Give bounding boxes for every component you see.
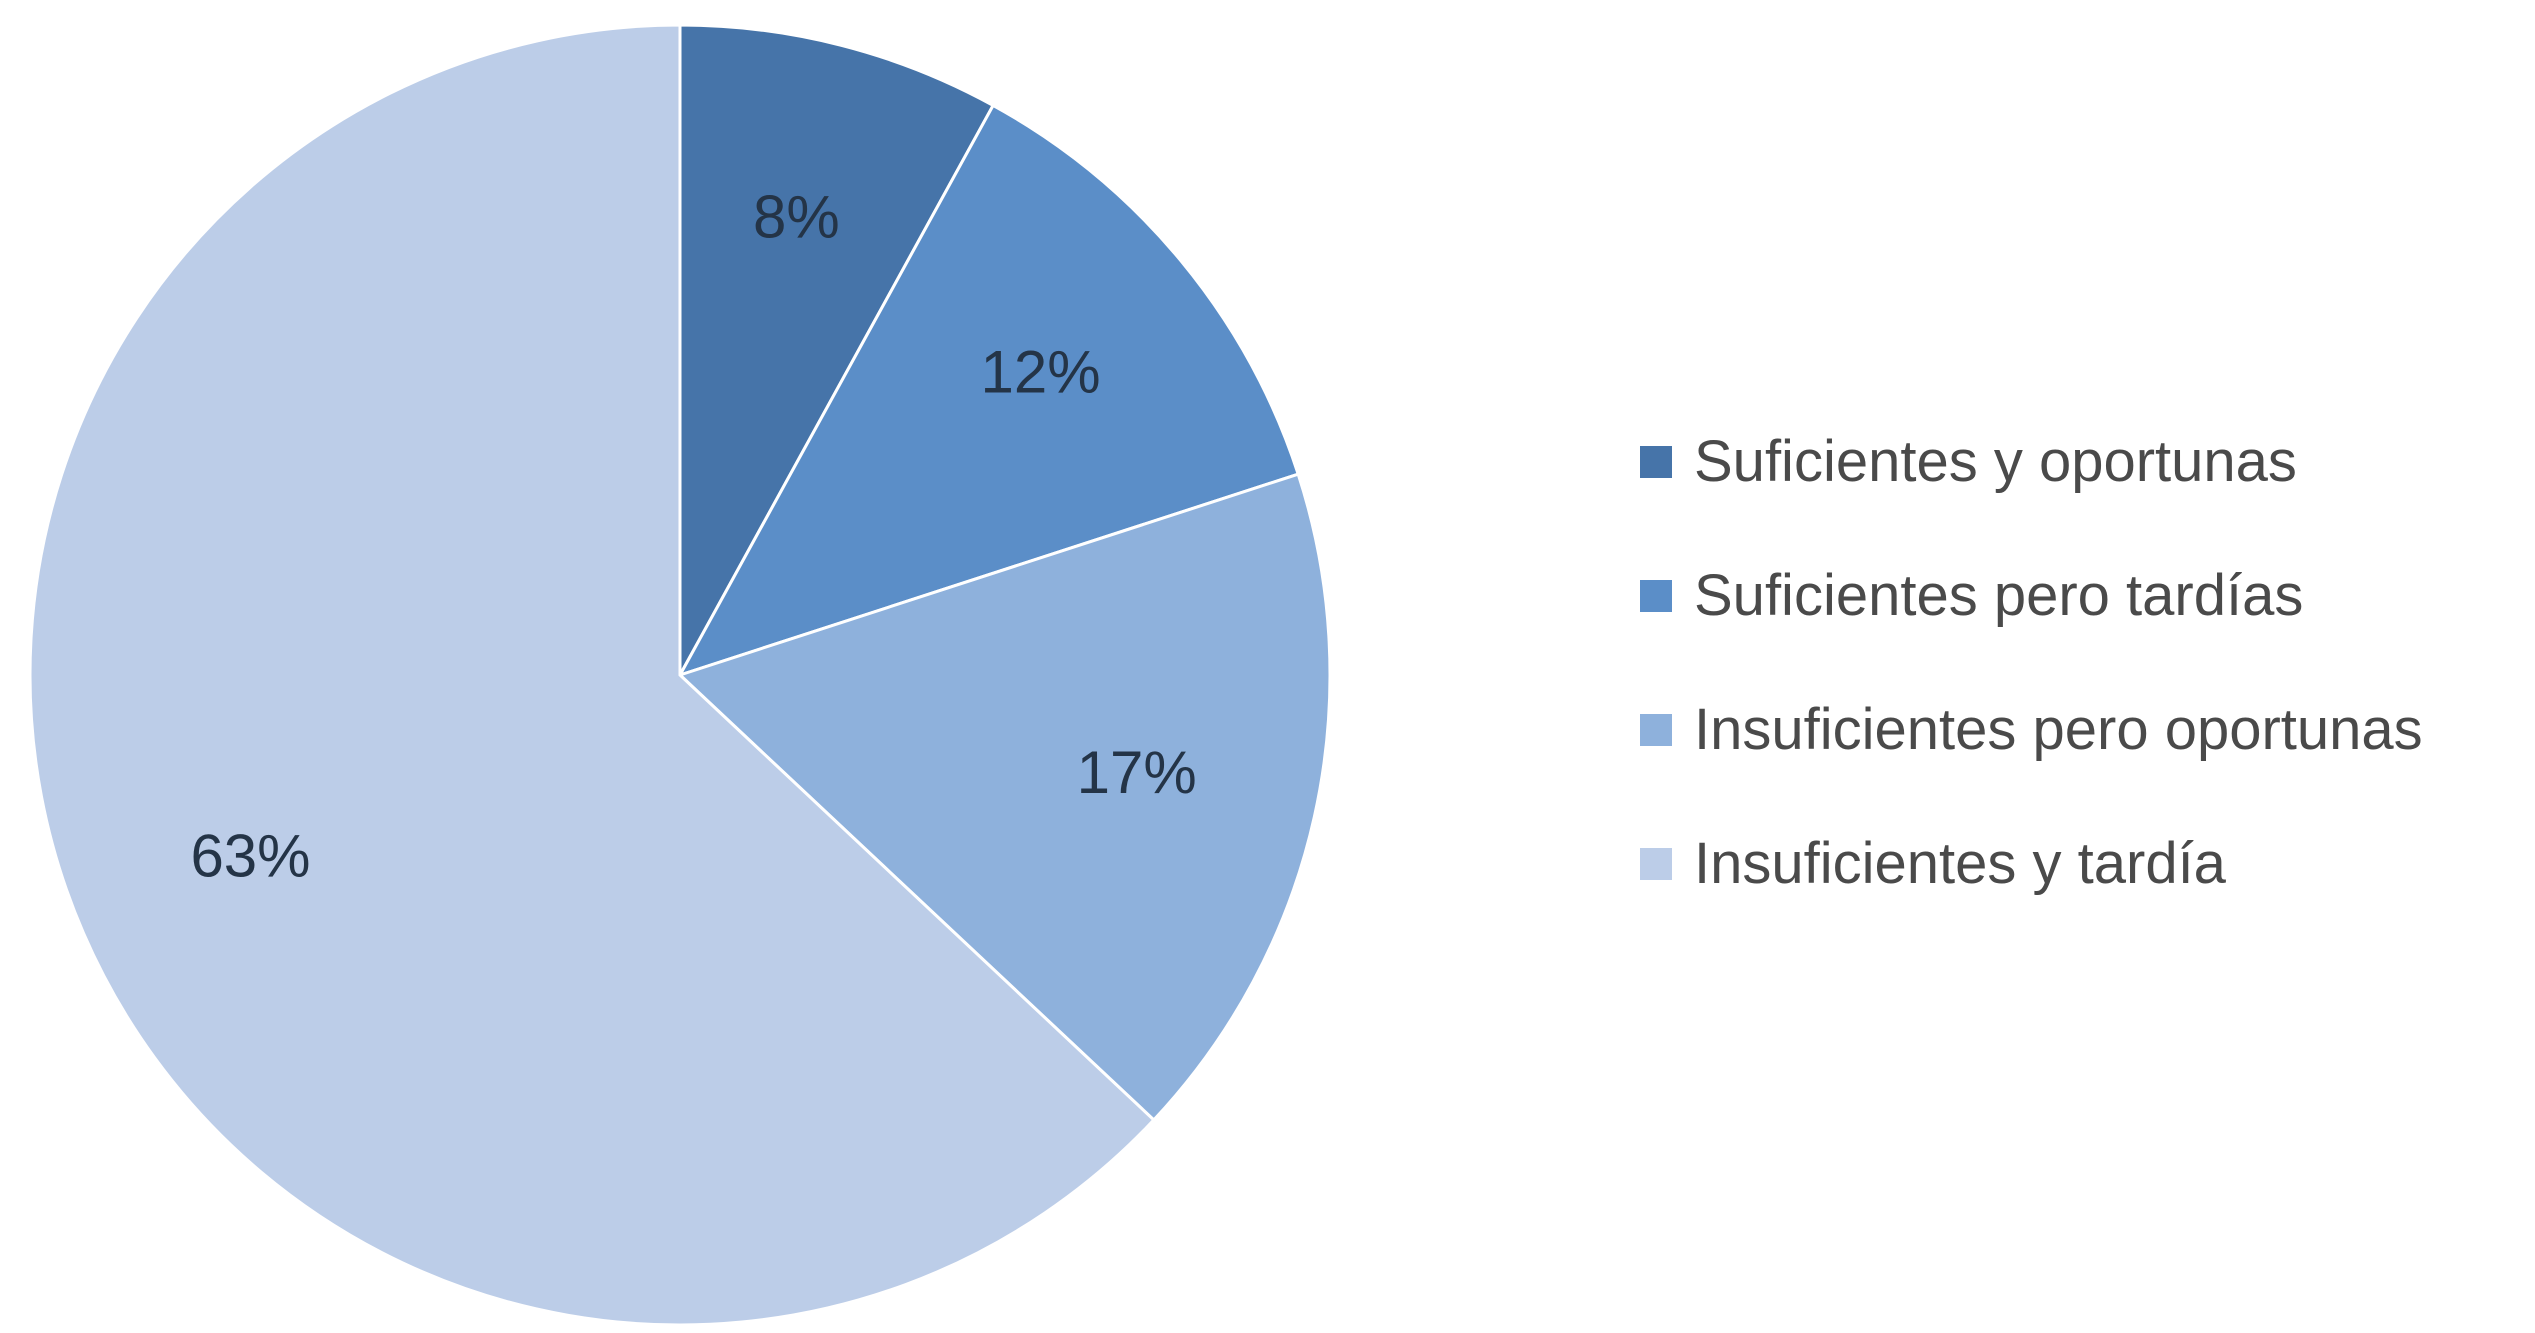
legend-label: Suficientes y oportunas [1694,429,2297,494]
legend-item-insuficientes-y-tardia[interactable]: Insuficientes y tardía [1640,832,2423,896]
slice-data-label-3: 63% [190,823,310,890]
legend-item-suficientes-pero-tardias[interactable]: Suficientes pero tardías [1640,564,2423,628]
legend-label: Insuficientes pero oportunas [1694,697,2423,762]
chart-legend: Suficientes y oportunas Suficientes pero… [1640,430,2423,896]
pie-slice-3[interactable] [28,23,1156,1327]
pie-slices [28,23,1332,1327]
legend-label: Insuficientes y tardía [1694,831,2226,896]
pie-slice-2[interactable] [677,472,1332,1123]
pie-slice-1[interactable] [676,103,1301,678]
legend-item-insuficientes-pero-oportunas[interactable]: Insuficientes pero oportunas [1640,698,2423,762]
legend-swatch [1640,446,1672,478]
slice-data-label-1: 12% [981,339,1101,406]
pie-slice-0[interactable] [678,23,996,676]
legend-item-suficientes-y-oportunas[interactable]: Suficientes y oportunas [1640,430,2423,494]
slice-data-label-0: 8% [753,184,840,251]
legend-swatch [1640,714,1672,746]
legend-label: Suficientes pero tardías [1694,563,2304,628]
slice-data-label-2: 17% [1077,739,1197,806]
pie-data-labels: 8% 12% 17% 63% [190,184,1196,890]
legend-swatch [1640,848,1672,880]
legend-swatch [1640,580,1672,612]
